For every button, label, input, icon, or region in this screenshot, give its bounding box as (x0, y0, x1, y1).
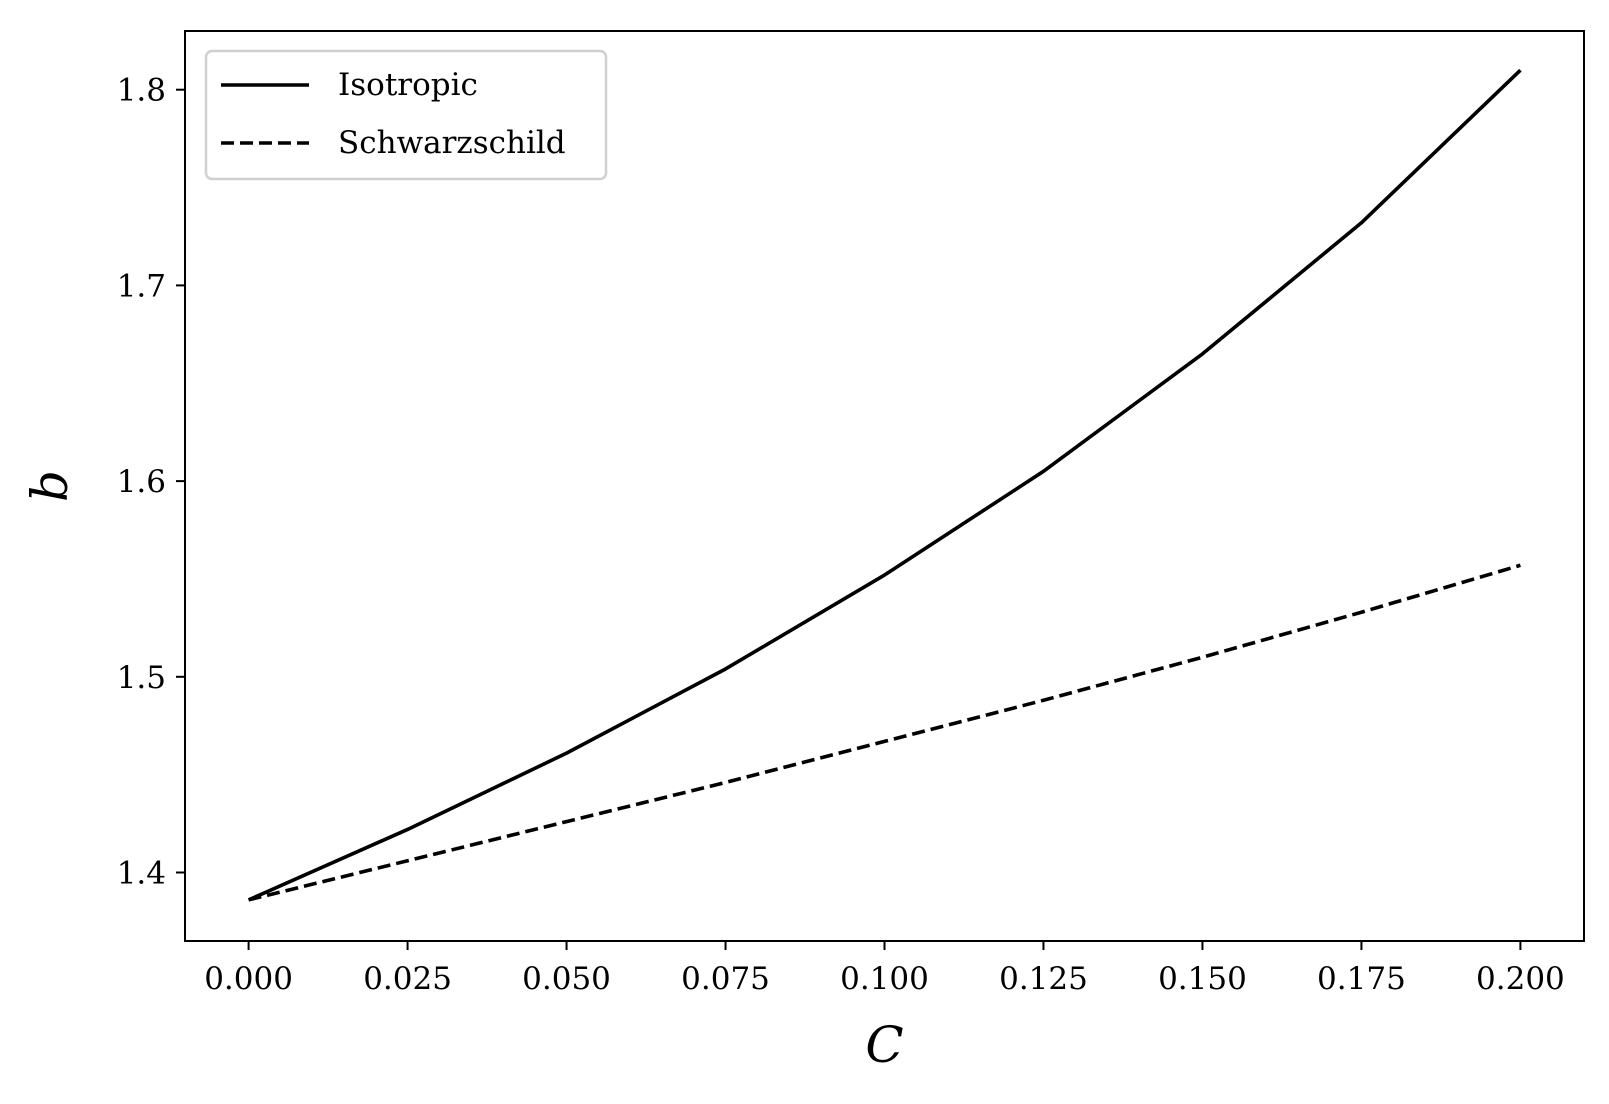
x-tick-label: 0.200 (1476, 961, 1565, 997)
x-tick-label: 0.125 (999, 961, 1088, 997)
legend-box (204, 49, 608, 181)
x-tick-label: 0.025 (363, 961, 452, 997)
x-tick-label: 0.175 (1317, 961, 1406, 997)
x-tick-label: 0.050 (522, 961, 611, 997)
y-tick-label: 1.4 (117, 856, 166, 892)
x-axis-label: C (865, 1016, 903, 1074)
series-line-isotropic (247, 68, 1522, 902)
x-tick-label: 0.150 (1158, 961, 1247, 997)
y-tick-label: 1.8 (117, 73, 166, 109)
axes: 0.000 0.025 0.050 0.075 0.100 0.125 0.150 0.175… (117, 30, 1585, 997)
legend-label-isotropic: Isotropic (338, 67, 478, 103)
legend-label-schwarzschild: Schwarzschild (338, 125, 566, 161)
y-tick-label: 1.7 (117, 268, 166, 304)
x-tick-label: 0.075 (681, 961, 770, 997)
y-axis-label: b (21, 470, 79, 502)
x-tick-label: 0.000 (204, 961, 293, 997)
legend: Isotropic Schwarzschild (204, 49, 608, 181)
plot-area (247, 68, 1522, 902)
y-tick-label: 1.5 (117, 660, 166, 696)
series-line-schwarzschild (248, 563, 1521, 902)
y-tick-label: 1.6 (117, 464, 166, 500)
x-tick-label: 0.100 (840, 961, 929, 997)
